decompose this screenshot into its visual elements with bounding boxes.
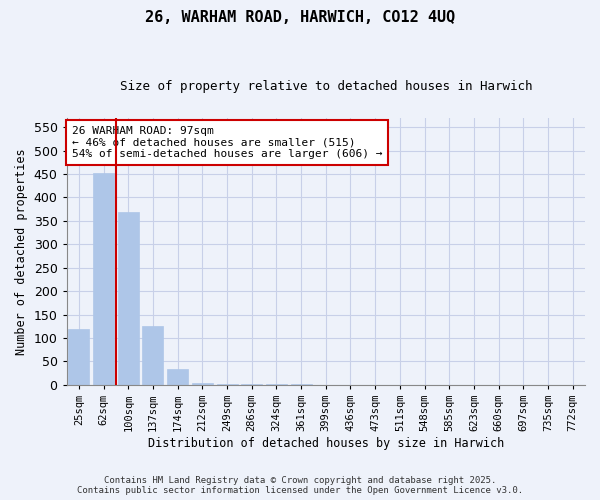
X-axis label: Distribution of detached houses by size in Harwich: Distribution of detached houses by size … xyxy=(148,437,504,450)
Bar xyxy=(241,384,262,385)
Bar xyxy=(142,326,163,385)
Y-axis label: Number of detached properties: Number of detached properties xyxy=(15,148,28,354)
Bar xyxy=(167,368,188,385)
Bar xyxy=(93,173,114,385)
Bar xyxy=(192,382,213,385)
Bar xyxy=(68,328,89,385)
Title: Size of property relative to detached houses in Harwich: Size of property relative to detached ho… xyxy=(119,80,532,93)
Text: 26, WARHAM ROAD, HARWICH, CO12 4UQ: 26, WARHAM ROAD, HARWICH, CO12 4UQ xyxy=(145,10,455,25)
Bar xyxy=(217,384,238,385)
Bar xyxy=(118,212,139,385)
Text: 26 WARHAM ROAD: 97sqm
← 46% of detached houses are smaller (515)
54% of semi-det: 26 WARHAM ROAD: 97sqm ← 46% of detached … xyxy=(72,126,382,159)
Text: Contains HM Land Registry data © Crown copyright and database right 2025.
Contai: Contains HM Land Registry data © Crown c… xyxy=(77,476,523,495)
